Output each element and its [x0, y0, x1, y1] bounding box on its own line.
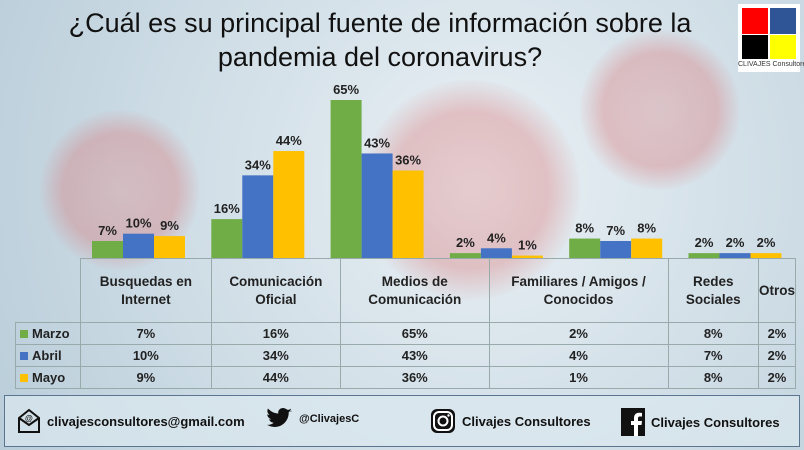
- data-label: 9%: [160, 218, 179, 233]
- bar-marzo-3: [449, 253, 481, 258]
- category-label: Otros: [757, 258, 797, 323]
- data-label: 8%: [575, 221, 594, 236]
- data-label: 43%: [364, 135, 390, 150]
- bar-abril-1: [242, 175, 274, 258]
- legend-label: Marzo: [32, 326, 70, 341]
- legend-entry: Abril: [15, 344, 81, 367]
- table-row: Abril 10% 34% 43% 4% 7% 2%: [15, 344, 797, 367]
- data-label: 10%: [125, 216, 151, 231]
- bar-abril-4: [600, 240, 632, 258]
- legend-label: Abril: [32, 348, 62, 363]
- data-label: 16%: [214, 201, 240, 216]
- bar-mayo-2: [392, 170, 424, 258]
- data-label: 8%: [637, 221, 656, 236]
- data-label: 2%: [757, 235, 776, 250]
- chart-title: ¿Cuál es su principal fuente de informac…: [68, 8, 692, 72]
- data-label: 2%: [456, 235, 475, 250]
- bar-mayo-0: [154, 236, 185, 258]
- table-cell: 43%: [339, 344, 490, 367]
- bar-abril-0: [123, 233, 154, 258]
- data-label: 2%: [695, 235, 714, 250]
- bar-marzo-1: [211, 219, 243, 258]
- data-label: 1%: [518, 238, 537, 253]
- bar-mayo-5: [750, 253, 782, 258]
- facebook-icon: [621, 408, 645, 436]
- bar-mayo-4: [631, 238, 663, 258]
- category-label: Medios de Comunicación: [339, 258, 490, 323]
- bar-abril-5: [719, 253, 751, 258]
- bar-chart: 7% 10% 9% 16% 34% 44% 65% 43% 36% 2% 4% 1% 8% 7% 8% 2% 2…: [92, 82, 782, 258]
- data-label: 2%: [726, 235, 745, 250]
- table-cell: 7%: [667, 344, 759, 367]
- table-cell: 36%: [339, 366, 490, 389]
- bar-abril-2: [361, 153, 393, 258]
- table-cell: 44%: [210, 366, 341, 389]
- twitter-contact[interactable]: @ClivajesC: [267, 408, 359, 430]
- data-label: 36%: [395, 152, 421, 167]
- category-label: Familiares / Amigos / Conocidos: [488, 258, 669, 323]
- data-label: 4%: [487, 230, 506, 245]
- data-label: 7%: [606, 223, 625, 238]
- bar-abril-3: [480, 248, 512, 258]
- legend-swatch: [20, 352, 28, 360]
- bar-marzo-5: [688, 253, 720, 258]
- email-icon: @: [18, 408, 40, 433]
- table-cell: 65%: [339, 322, 490, 345]
- legend-swatch: [20, 374, 28, 382]
- data-table: Busquedas en Internet Comunicación Oficia…: [15, 258, 797, 389]
- legend-swatch: [20, 330, 28, 338]
- table-cell: 4%: [488, 344, 669, 367]
- category-label: Redes Sociales: [667, 258, 759, 323]
- data-label: 65%: [333, 82, 359, 97]
- table-cell: 10%: [80, 344, 212, 367]
- instagram-name: Clivajes Consultores: [462, 413, 591, 429]
- logo-text: CLIVAJES Consultores: [738, 61, 804, 68]
- category-label: Comunicación Oficial: [210, 258, 341, 323]
- table-cell: 1%: [488, 366, 669, 389]
- table-cell: 2%: [757, 366, 797, 389]
- table-cell: 7%: [80, 322, 212, 345]
- table-cell: 8%: [667, 322, 759, 345]
- bar-mayo-1: [273, 151, 305, 258]
- twitter-handle: @ClivajesC: [299, 413, 360, 425]
- facebook-contact[interactable]: Clivajes Consultores: [621, 408, 780, 436]
- table-cell: 8%: [667, 366, 759, 389]
- bar-marzo-4: [569, 238, 601, 258]
- twitter-icon: [267, 408, 292, 427]
- table-row: Marzo 7% 16% 65% 2% 8% 2%: [15, 322, 797, 345]
- data-label: 7%: [98, 223, 117, 238]
- table-cell: 2%: [757, 322, 797, 345]
- clivajes-logo: CLIVAJES Consultores: [738, 4, 804, 72]
- table-cell: 2%: [488, 322, 669, 345]
- legend-label: Mayo: [32, 370, 66, 385]
- table-cell: 2%: [757, 344, 797, 367]
- svg-text:@: @: [25, 414, 33, 423]
- legend-entry: Mayo: [15, 366, 81, 389]
- legend-entry: Marzo: [15, 322, 81, 345]
- facebook-name: Clivajes Consultores: [651, 414, 780, 430]
- bar-marzo-2: [330, 100, 362, 258]
- data-label: 34%: [245, 157, 271, 172]
- table-cell: 34%: [210, 344, 341, 367]
- instagram-contact[interactable]: Clivajes Consultores: [430, 408, 591, 434]
- email-text: clivajesconsultores@gmail.com: [47, 413, 245, 429]
- footer: @ clivajesconsultores@gmail.com @Clivaje…: [4, 395, 800, 447]
- bar-marzo-0: [92, 240, 123, 258]
- bar-mayo-3: [511, 255, 543, 258]
- data-label: 44%: [276, 133, 302, 148]
- table-row: Mayo 9% 44% 36% 1% 8% 2%: [15, 366, 797, 389]
- email-contact[interactable]: @ clivajesconsultores@gmail.com: [17, 408, 245, 434]
- table-cell: 9%: [80, 366, 212, 389]
- table-cell: 16%: [210, 322, 341, 345]
- category-label: Busquedas en Internet: [80, 258, 212, 323]
- instagram-icon: [431, 409, 455, 433]
